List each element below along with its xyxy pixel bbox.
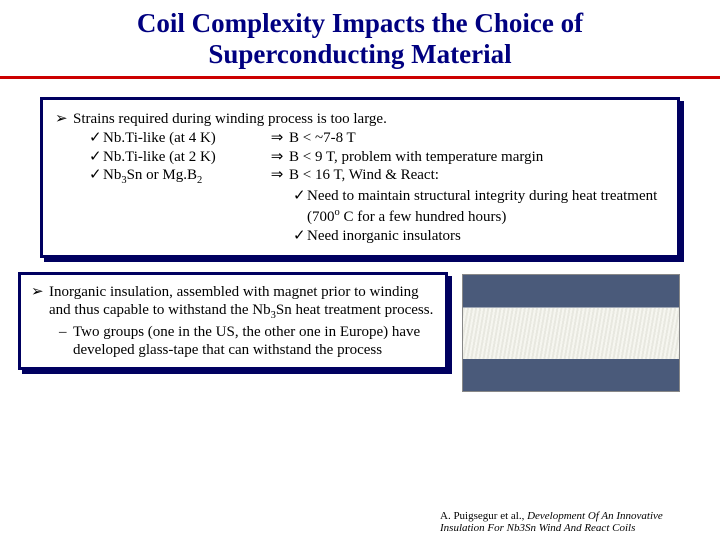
citation-author: A. Puigsegur et al., (440, 510, 527, 522)
sub-bullet-2: ✓ Need inorganic insulators (289, 227, 665, 246)
dash-bullet: – Two groups (one in the US, the other o… (27, 323, 437, 359)
tape-texture (463, 308, 679, 359)
row1-right: B < ~7-8 T (289, 129, 665, 148)
dash-text: Two groups (one in the US, the other one… (73, 323, 437, 359)
box-strains: ➢ Strains required during winding proces… (40, 97, 680, 258)
title-rule (0, 76, 720, 79)
citation: A. Puigsegur et al., Development Of An I… (440, 510, 710, 534)
check-icon: ✓ (289, 187, 307, 227)
check-icon: ✓ (85, 148, 103, 167)
main-text: Strains required during winding process … (73, 110, 387, 129)
slide-title: Coil Complexity Impacts the Choice of Su… (0, 0, 720, 76)
box-content: ➢ Strains required during winding proces… (40, 97, 680, 258)
sub2-text: Need inorganic insulators (307, 227, 461, 246)
box2-main: Inorganic insulation, assembled with mag… (49, 283, 437, 323)
triangle-icon: ➢ (51, 110, 73, 129)
row3-left: Nb3Sn or Mg.B2 (103, 166, 202, 245)
sub1-text: Need to maintain structural integrity du… (307, 187, 665, 227)
check-icon: ✓ (85, 129, 103, 148)
bullet-main-2: ➢ Inorganic insulation, assembled with m… (27, 283, 437, 323)
row2-left: Nb.Ti-like (at 2 K) (103, 148, 216, 167)
row-1: ✓ Nb.Ti-like (at 4 K) ⇒ B < ~7-8 T (51, 129, 665, 148)
row2-right: B < 9 T, problem with temperature margin (289, 148, 665, 167)
check-icon: ✓ (289, 227, 307, 246)
row1-left: Nb.Ti-like (at 4 K) (103, 129, 216, 148)
glass-tape-image (462, 274, 680, 392)
arrow-icon: ⇒ (265, 129, 289, 148)
triangle-icon: ➢ (27, 283, 49, 323)
bullet-main: ➢ Strains required during winding proces… (51, 110, 665, 129)
box2-content: ➢ Inorganic insulation, assembled with m… (18, 272, 448, 370)
check-icon: ✓ (85, 166, 103, 245)
row-2: ✓ Nb.Ti-like (at 2 K) ⇒ B < 9 T, problem… (51, 148, 665, 167)
sub-bullet-1: ✓ Need to maintain structural integrity … (289, 187, 665, 227)
arrow-icon: ⇒ (265, 148, 289, 167)
title-line-1: Coil Complexity Impacts the Choice of (137, 8, 583, 38)
row-3: ✓ Nb3Sn or Mg.B2 ⇒ B < 16 T, Wind & Reac… (51, 166, 665, 245)
box-inorganic: ➢ Inorganic insulation, assembled with m… (18, 272, 680, 392)
row3-right: B < 16 T, Wind & React: ✓ Need to mainta… (289, 166, 665, 245)
title-line-2: Superconducting Material (208, 39, 511, 69)
arrow-icon: ⇒ (265, 166, 289, 245)
dash-icon: – (55, 323, 73, 359)
